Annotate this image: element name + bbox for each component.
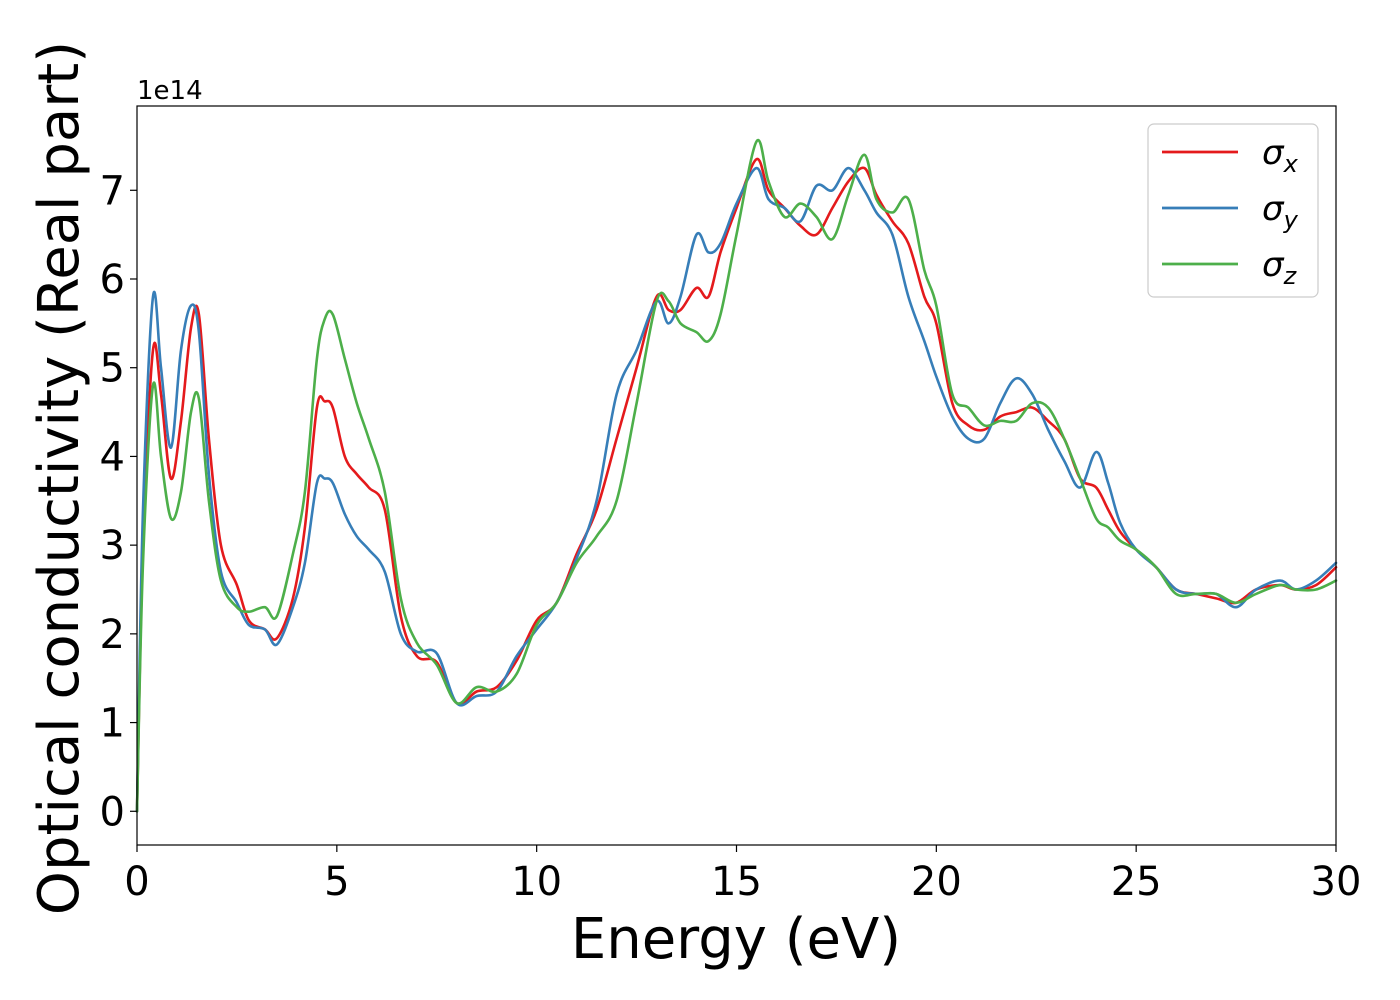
y-tick-label: 0 [100, 789, 125, 835]
x-axis-label: Energy (eV) [571, 907, 901, 972]
x-tick-label: 30 [1311, 859, 1362, 905]
x-tick-label: 5 [324, 859, 349, 905]
x-tick-label: 25 [1111, 859, 1162, 905]
series-layer [135, 138, 1338, 813]
y-axis-label: Optical conductivity (Real part) [27, 41, 92, 915]
legend-subscript: x [1283, 150, 1299, 178]
y-tick-label: 7 [100, 168, 125, 214]
y-tick-label: 1 [100, 701, 125, 747]
series-line-sigma-z [135, 138, 1338, 813]
legend-subscript: y [1283, 206, 1299, 234]
legend-frame [1147, 123, 1319, 298]
x-tick-label: 10 [511, 859, 562, 905]
y-tick-label: 4 [100, 434, 125, 480]
x-tick-label: 15 [711, 859, 762, 905]
y-tick-label: 2 [100, 612, 125, 658]
y-axis-ticks: 0 1 2 3 4 5 6 7 [100, 168, 137, 835]
legend-label-sigma-y: σy [1262, 189, 1299, 234]
series-line-sigma-y [135, 166, 1338, 813]
x-axis-ticks: 0 5 10 15 20 25 30 [124, 845, 1361, 905]
y-offset-label: 1e14 [137, 76, 203, 106]
y-tick-label: 3 [100, 523, 125, 569]
y-tick-label: 6 [100, 257, 125, 303]
x-tick-label: 0 [124, 859, 149, 905]
legend-subscript: z [1283, 262, 1298, 290]
y-tick-label: 5 [100, 346, 125, 392]
x-tick-label: 20 [911, 859, 962, 905]
